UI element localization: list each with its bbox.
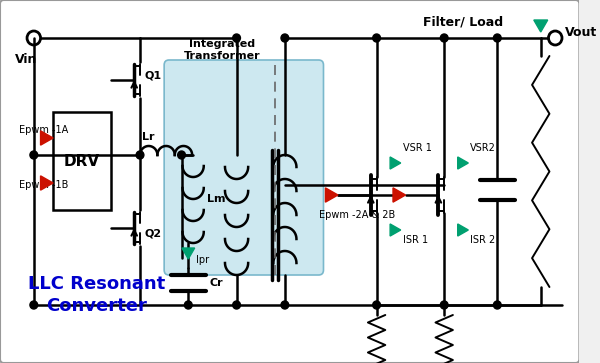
Text: VSR 1: VSR 1 <box>403 143 431 153</box>
Circle shape <box>178 151 185 159</box>
Circle shape <box>440 301 448 309</box>
Circle shape <box>373 34 380 42</box>
Circle shape <box>493 34 501 42</box>
Text: Q2: Q2 <box>145 228 162 238</box>
Circle shape <box>30 301 38 309</box>
Text: Epwm -1A: Epwm -1A <box>19 125 68 135</box>
Circle shape <box>30 151 38 159</box>
Polygon shape <box>182 248 194 259</box>
Text: Epwm -1B: Epwm -1B <box>19 180 68 190</box>
Text: LLC Resonant
Converter: LLC Resonant Converter <box>28 275 165 315</box>
Polygon shape <box>458 157 469 169</box>
Polygon shape <box>390 224 401 236</box>
Circle shape <box>493 301 501 309</box>
Text: VSR2: VSR2 <box>470 143 496 153</box>
Polygon shape <box>41 131 53 145</box>
Circle shape <box>281 34 289 42</box>
Text: Ipr: Ipr <box>196 255 209 265</box>
Text: Vin: Vin <box>14 53 37 66</box>
Text: ISR 1: ISR 1 <box>403 235 428 245</box>
Text: Vout: Vout <box>565 26 597 40</box>
Text: Filter/ Load: Filter/ Load <box>424 16 503 29</box>
Polygon shape <box>41 176 53 190</box>
Text: Cr: Cr <box>209 278 223 288</box>
Polygon shape <box>390 157 401 169</box>
Text: Integrated
Transformer: Integrated Transformer <box>184 39 260 61</box>
Circle shape <box>440 34 448 42</box>
Text: Lr: Lr <box>142 132 154 142</box>
Text: Lm: Lm <box>206 194 225 204</box>
Circle shape <box>281 301 289 309</box>
Polygon shape <box>393 188 406 202</box>
Circle shape <box>136 151 144 159</box>
FancyBboxPatch shape <box>0 0 580 363</box>
FancyBboxPatch shape <box>164 60 323 275</box>
Text: DRV: DRV <box>64 154 100 168</box>
Circle shape <box>233 301 241 309</box>
Polygon shape <box>325 188 338 202</box>
Polygon shape <box>534 20 548 32</box>
Circle shape <box>184 301 192 309</box>
Circle shape <box>373 301 380 309</box>
Text: ISR 2: ISR 2 <box>470 235 496 245</box>
Text: Epwm -2A & 2B: Epwm -2A & 2B <box>319 210 395 220</box>
Polygon shape <box>458 224 469 236</box>
FancyBboxPatch shape <box>53 112 111 210</box>
Text: Q1: Q1 <box>145 70 162 80</box>
Circle shape <box>233 34 241 42</box>
